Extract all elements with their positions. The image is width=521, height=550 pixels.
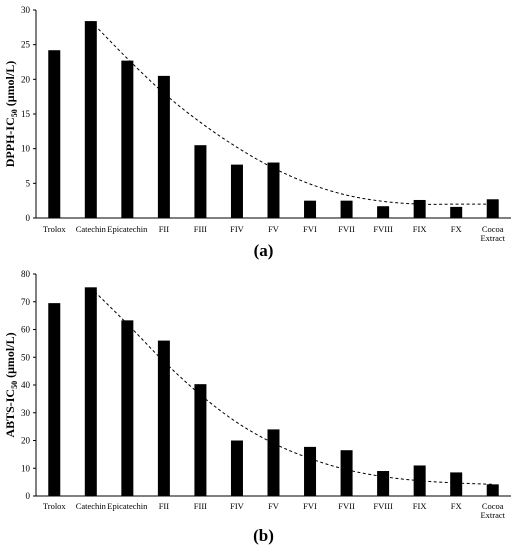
bar [450, 206, 463, 218]
y-tick-label: 30 [21, 408, 31, 418]
y-tick-label: 10 [21, 463, 31, 473]
y-tick-label: 25 [21, 40, 31, 50]
x-tick-label: Cocoa Extract [480, 224, 505, 243]
bar [194, 384, 207, 496]
y-axis-label: DPPH-IC50 (μmol/L) [3, 61, 19, 167]
x-tick-label: FV [268, 501, 280, 511]
x-tick-label: FIX [413, 501, 427, 511]
y-tick-label: 50 [21, 352, 31, 362]
x-tick-label: FVI [303, 501, 317, 511]
panel-a-chart: 0 5 10 15 20 25 30 Trolox Catechin Epicatechin FII… [3, 5, 511, 260]
bar [157, 340, 170, 496]
bar [377, 206, 390, 218]
bar [230, 440, 243, 496]
trendline [90, 287, 493, 485]
bar [230, 164, 243, 218]
y-tick-label: 15 [21, 109, 31, 119]
x-tick-label: FII [159, 501, 170, 511]
bar [486, 484, 499, 496]
bar [340, 450, 353, 496]
y-tick-label: 5 [26, 178, 31, 188]
bar [267, 429, 280, 496]
x-tick-label: FX [451, 224, 462, 234]
x-tick-label: Trolox [43, 501, 67, 511]
bar [450, 472, 463, 496]
bar [84, 21, 97, 218]
bar [157, 75, 170, 218]
bar [194, 145, 207, 218]
x-tick-label: Catechin [76, 501, 107, 511]
x-tick-label: Epicatechin [107, 501, 148, 511]
x-tick-label: FVII [338, 224, 355, 234]
y-tick-label: 20 [21, 436, 31, 446]
x-tick-label: Epicatechin [107, 224, 148, 234]
x-tick-label: FIV [230, 224, 245, 234]
bar [48, 50, 61, 218]
bar [304, 446, 317, 496]
x-tick-label: FV [268, 224, 280, 234]
x-tick-label: FIX [413, 224, 427, 234]
x-tick-label: FVI [303, 224, 317, 234]
y-tick-label: 80 [21, 269, 31, 279]
x-tick-label: FVIII [373, 224, 393, 234]
y-tick-label: 10 [21, 144, 31, 154]
x-tick-label: Catechin [76, 224, 107, 234]
x-tick-label: FVII [338, 501, 355, 511]
y-axis-label: ABTS-IC50 (μmol/L) [3, 332, 19, 437]
panel-label: (b) [253, 526, 274, 545]
trendline [90, 20, 493, 205]
y-tick-label: 40 [21, 380, 31, 390]
bar [413, 199, 426, 218]
panel-b-chart: 0 10 20 30 40 50 60 70 80 Trolox Catechin Epicatech… [3, 269, 511, 545]
y-tick-label: 20 [21, 74, 31, 84]
bar [84, 287, 97, 496]
y-tick-label: 60 [21, 325, 31, 335]
bar [267, 162, 280, 218]
panel-label: (a) [254, 241, 274, 260]
x-tick-label: FII [159, 224, 170, 234]
x-tick-label: Cocoa Extract [480, 501, 505, 520]
bar [377, 471, 390, 496]
bar [340, 200, 353, 218]
x-tick-label: FIII [194, 224, 207, 234]
y-tick-label: 0 [26, 213, 31, 223]
y-tick-label: 70 [21, 297, 31, 307]
x-tick-label: FVIII [373, 501, 393, 511]
x-tick-label: FX [451, 501, 462, 511]
bar [486, 199, 499, 218]
bar [121, 320, 134, 496]
x-tick-label: Trolox [43, 224, 67, 234]
y-tick-label: 30 [21, 5, 31, 15]
x-tick-label: FIII [194, 501, 207, 511]
bar [304, 200, 317, 218]
bar [48, 303, 61, 496]
bar [121, 60, 134, 218]
y-tick-label: 0 [26, 491, 31, 501]
x-tick-label: FIV [230, 501, 245, 511]
